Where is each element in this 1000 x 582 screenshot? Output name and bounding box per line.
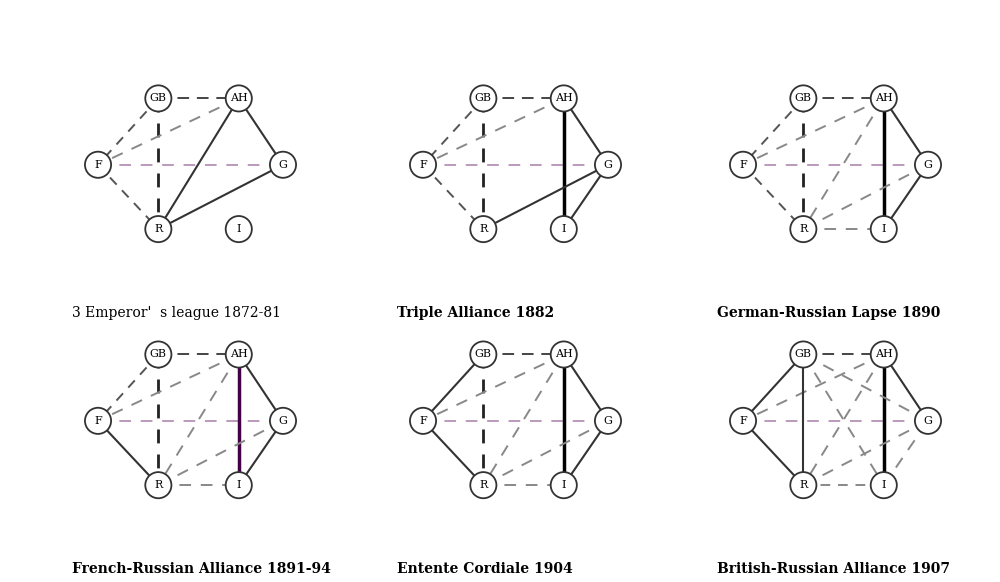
Circle shape [551,472,577,498]
Circle shape [730,408,756,434]
Text: F: F [94,159,102,170]
Text: AH: AH [230,349,248,360]
Circle shape [915,408,941,434]
Text: F: F [739,416,747,426]
Text: R: R [154,480,162,490]
Text: R: R [799,480,807,490]
Circle shape [871,216,897,242]
Text: F: F [419,416,427,426]
Text: I: I [237,224,241,234]
Text: I: I [562,480,566,490]
Text: GB: GB [795,93,812,104]
Text: French-Russian Alliance 1891-94: French-Russian Alliance 1891-94 [72,562,331,576]
Text: Triple Alliance 1882: Triple Alliance 1882 [397,306,554,320]
Text: G: G [279,159,287,170]
Circle shape [595,152,621,178]
Circle shape [730,152,756,178]
Text: AH: AH [875,349,893,360]
Circle shape [551,342,577,368]
Circle shape [790,86,816,112]
Circle shape [595,408,621,434]
Circle shape [226,342,252,368]
Text: G: G [604,159,612,170]
Circle shape [470,472,496,498]
Circle shape [145,216,171,242]
Text: GB: GB [475,349,492,360]
Circle shape [410,408,436,434]
Text: R: R [479,480,487,490]
Text: I: I [562,224,566,234]
Text: GB: GB [475,93,492,104]
Circle shape [145,342,171,368]
Text: British-Russian Alliance 1907: British-Russian Alliance 1907 [717,562,950,576]
Text: GB: GB [150,93,167,104]
Text: GB: GB [795,349,812,360]
Circle shape [871,86,897,112]
Text: R: R [154,224,162,234]
Text: R: R [799,224,807,234]
Circle shape [470,86,496,112]
Text: G: G [924,159,932,170]
Circle shape [871,342,897,368]
Text: F: F [94,416,102,426]
Circle shape [790,342,816,368]
Circle shape [470,342,496,368]
Circle shape [410,152,436,178]
Text: AH: AH [555,93,573,104]
Text: AH: AH [555,349,573,360]
Text: Entente Cordiale 1904: Entente Cordiale 1904 [397,562,573,576]
Text: G: G [604,416,612,426]
Text: 3 Emperor'  s league 1872-81: 3 Emperor' s league 1872-81 [72,306,281,320]
Circle shape [270,152,296,178]
Circle shape [85,408,111,434]
Circle shape [145,472,171,498]
Circle shape [551,216,577,242]
Text: G: G [279,416,287,426]
Circle shape [790,472,816,498]
Text: AH: AH [230,93,248,104]
Text: F: F [739,159,747,170]
Circle shape [790,216,816,242]
Text: I: I [882,224,886,234]
Circle shape [226,86,252,112]
Text: GB: GB [150,349,167,360]
Circle shape [915,152,941,178]
Circle shape [470,216,496,242]
Circle shape [226,216,252,242]
Text: German-Russian Lapse 1890: German-Russian Lapse 1890 [717,306,940,320]
Text: R: R [479,224,487,234]
Circle shape [145,86,171,112]
Circle shape [270,408,296,434]
Text: AH: AH [875,93,893,104]
Circle shape [85,152,111,178]
Circle shape [226,472,252,498]
Text: I: I [237,480,241,490]
Circle shape [551,86,577,112]
Text: F: F [419,159,427,170]
Text: G: G [924,416,932,426]
Text: I: I [882,480,886,490]
Circle shape [871,472,897,498]
